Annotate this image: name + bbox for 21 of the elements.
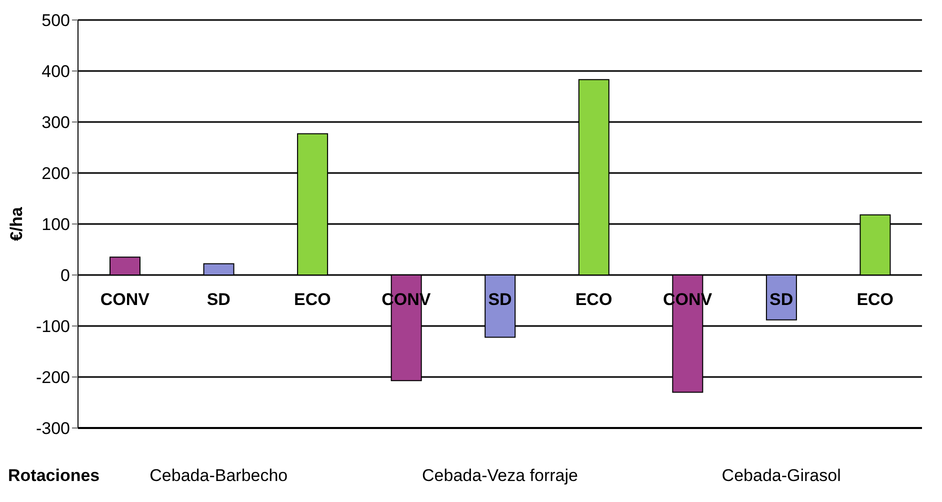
y-tick-label: 100: [42, 215, 70, 234]
x-tick-label: SD: [488, 290, 512, 309]
y-axis-title: €/ha: [7, 206, 26, 242]
x-tick-label: ECO: [856, 290, 894, 309]
x-axis-title: Rotaciones: [8, 466, 100, 486]
x-tick-label: SD: [770, 290, 794, 309]
y-tick-label: 200: [42, 164, 70, 184]
y-tick-label: -200: [36, 368, 70, 388]
y-tick-label: 500: [42, 11, 70, 30]
y-tick-label: 300: [42, 113, 70, 132]
x-tick-label: CONV: [100, 290, 150, 309]
y-tick-label: -100: [36, 317, 70, 336]
y-tick-label: 0: [60, 266, 70, 286]
y-tick-label: 400: [42, 62, 70, 82]
text: Cebada-Veza forraje: [421, 466, 579, 486]
x-tick-label: SD: [206, 290, 230, 309]
text: Cebada-Girasol: [720, 466, 842, 486]
text: Cebada-Barbecho: [148, 466, 289, 486]
y-tick-label: -300: [36, 419, 70, 438]
x-tick-label: ECO: [294, 290, 331, 309]
x-tick-label: ECO: [575, 290, 612, 309]
